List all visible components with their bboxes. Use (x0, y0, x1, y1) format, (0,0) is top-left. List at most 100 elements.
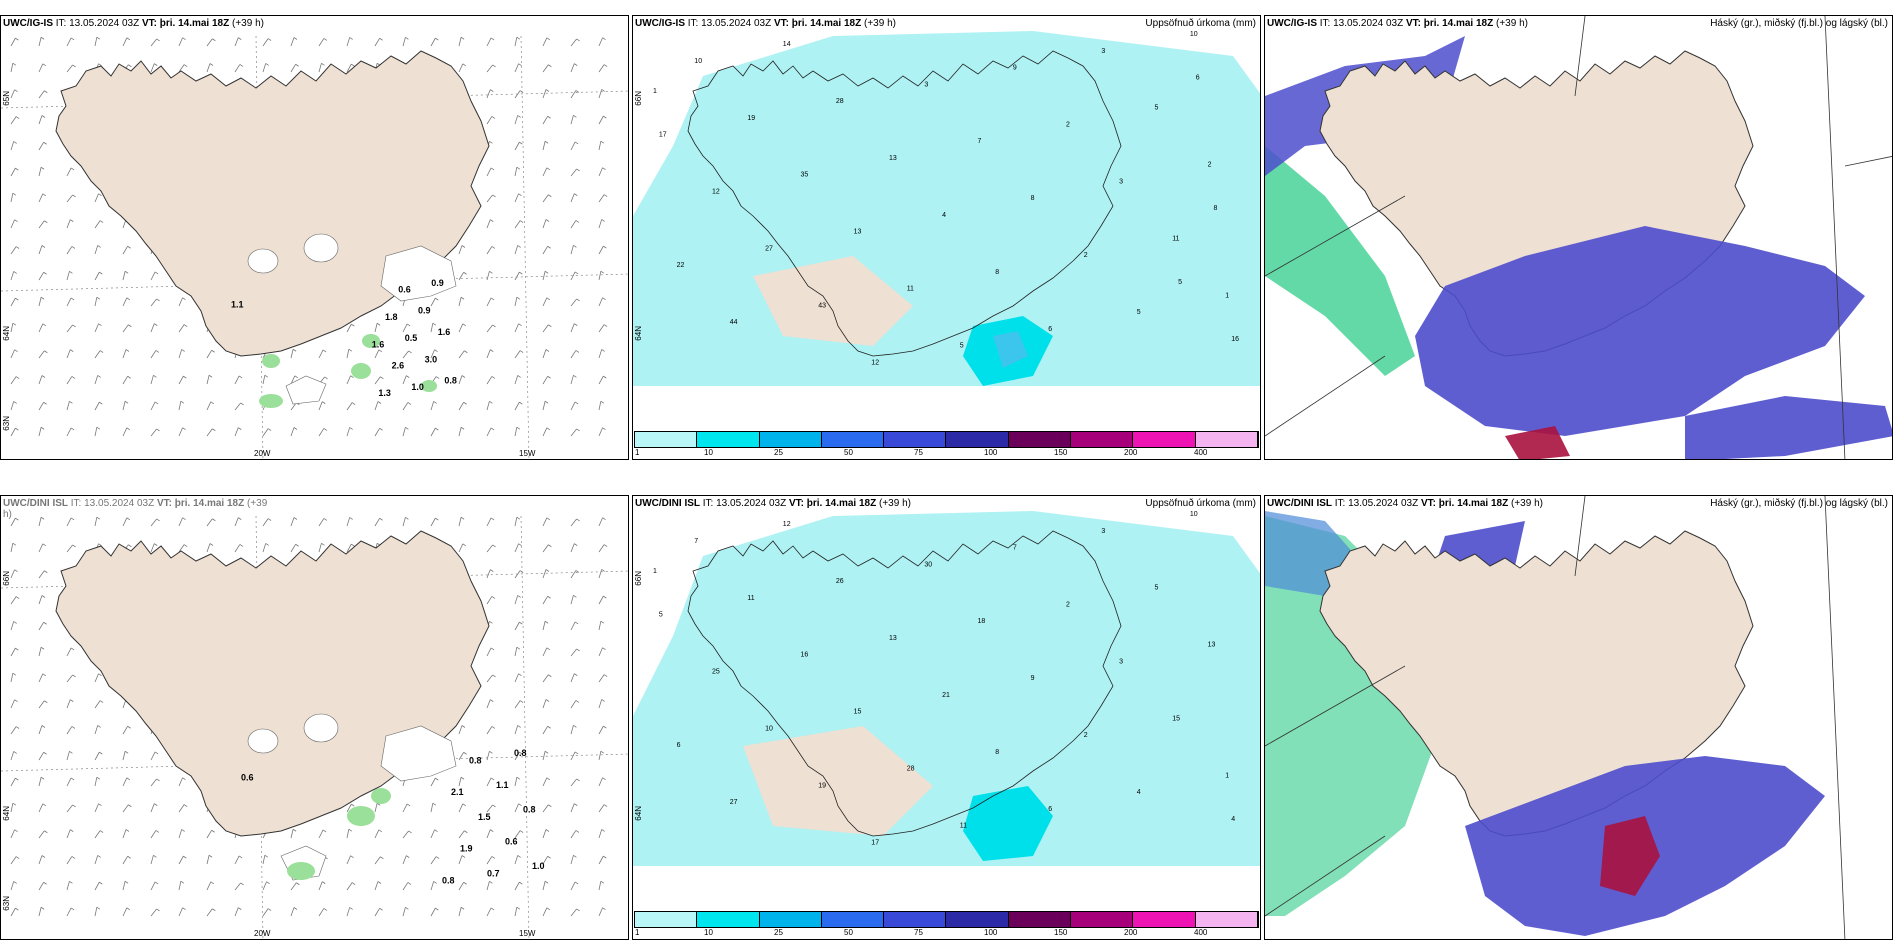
value-label: 44 (730, 319, 738, 326)
wind-barb (290, 517, 295, 527)
wind-barb-tick (432, 322, 437, 326)
wind-barb-tick (96, 36, 101, 40)
wind-barb-tick (490, 699, 494, 702)
wind-barb-tick (460, 516, 465, 520)
wind-barb (206, 855, 210, 865)
wind-barb (598, 647, 603, 657)
wind-barb-tick (182, 777, 186, 781)
wind-barb (150, 751, 156, 761)
legend-swatch (697, 912, 760, 927)
wind-barb-tick (294, 375, 299, 379)
wind-barb (94, 751, 100, 761)
wind-barb-tick (70, 907, 75, 911)
wind-barb (542, 401, 546, 411)
wind-barb (122, 297, 128, 307)
land-gap (743, 726, 933, 836)
wind-barb (374, 856, 381, 865)
wind-barb (598, 349, 603, 359)
value-label: 13 (889, 635, 897, 642)
wind-barb-tick (183, 375, 187, 379)
value-label: 1.8 (385, 312, 398, 322)
wind-barb-tick (182, 517, 186, 521)
wind-barb-tick (321, 542, 325, 546)
wind-barb-tick (154, 401, 159, 405)
wind-barb-tick (377, 881, 382, 884)
wind-barb (94, 803, 99, 813)
wind-barb (570, 881, 576, 891)
wind-barb (178, 544, 185, 553)
wind-barb (122, 856, 128, 865)
wind-barb-tick (41, 725, 46, 728)
wind-barb-tick (351, 63, 355, 67)
wind-barb (458, 725, 463, 735)
wind-barb (542, 89, 547, 99)
wind-barb-tick (323, 428, 328, 431)
wind-barb (570, 220, 577, 229)
wind-barb (38, 700, 45, 709)
wind-barb (38, 323, 44, 333)
value-label: 28 (907, 766, 915, 773)
wind-barb (542, 726, 548, 735)
wind-barb-tick (44, 220, 48, 224)
value-label: 2.6 (392, 361, 405, 371)
wind-barb (66, 751, 70, 761)
wind-barb-tick (519, 830, 524, 833)
wind-barb-tick (574, 323, 578, 326)
wind-barb (514, 220, 521, 229)
wind-barb (598, 881, 602, 891)
wind-barb (38, 90, 45, 99)
wind-barb (598, 194, 605, 203)
wind-barb (94, 907, 98, 917)
wind-barb (206, 428, 213, 437)
wind-barb (374, 908, 380, 917)
wind-barb-tick (490, 37, 495, 41)
wind-barb (598, 777, 603, 787)
wind-barb-tick (517, 725, 521, 728)
wind-barb (122, 271, 126, 281)
wind-barb (10, 803, 14, 813)
value-label: 11 (747, 595, 754, 602)
wind-barb (570, 570, 577, 579)
wind-barb (402, 427, 406, 437)
wind-barb-tick (519, 271, 523, 275)
value-labels: 0.6 1.0 0.8 0.8 0.6 1.1 0.7 1.5 0.8 1.9 2.1 0.8 (241, 748, 545, 886)
wind-barb (94, 220, 101, 229)
precip-mid-area (963, 786, 1053, 861)
legend-swatch (759, 432, 822, 447)
wind-barb-tick (209, 543, 214, 546)
wind-barb (598, 64, 605, 73)
wind-barb (514, 725, 519, 735)
wind-barb (570, 725, 574, 735)
wind-barb (38, 193, 44, 203)
wind-barb (10, 699, 15, 709)
wind-barb-tick (460, 296, 465, 300)
wind-barb (486, 116, 493, 125)
wind-barb-tick (576, 298, 580, 302)
wind-barb (206, 350, 212, 359)
wind-barb (458, 752, 464, 761)
wind-barb (514, 401, 520, 411)
wind-barb (570, 298, 577, 307)
wind-barb-tick (267, 428, 272, 431)
wind-barb (598, 595, 604, 605)
wind-barb (402, 830, 409, 839)
wind-barb (570, 90, 577, 99)
wind-barb-tick (406, 323, 411, 327)
wind-barb (458, 855, 463, 865)
wind-barb-tick (42, 323, 47, 327)
wind-barb (290, 427, 295, 437)
wind-barb-tick (13, 881, 17, 884)
wind-barb-tick (380, 856, 384, 860)
wind-barb (542, 349, 547, 359)
wind-barb-tick (126, 297, 131, 301)
legend-tick: 200 (1124, 448, 1138, 457)
wind-barb-tick (601, 829, 605, 832)
wind-barb (514, 297, 518, 307)
graticule (1265, 496, 1846, 939)
wind-barb-tick (519, 751, 523, 755)
wind-barb (598, 829, 603, 839)
wind-barb (346, 517, 351, 527)
wind-barb-tick (40, 906, 45, 910)
legend-swatch (884, 432, 947, 447)
wind-barb-tick (548, 544, 552, 548)
